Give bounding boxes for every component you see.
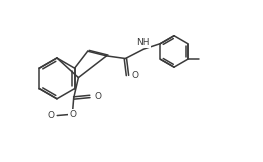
Text: O: O [69, 110, 76, 119]
Text: O: O [47, 111, 54, 120]
Text: O: O [132, 71, 139, 80]
Text: NH: NH [136, 38, 150, 47]
Text: O: O [94, 92, 101, 101]
